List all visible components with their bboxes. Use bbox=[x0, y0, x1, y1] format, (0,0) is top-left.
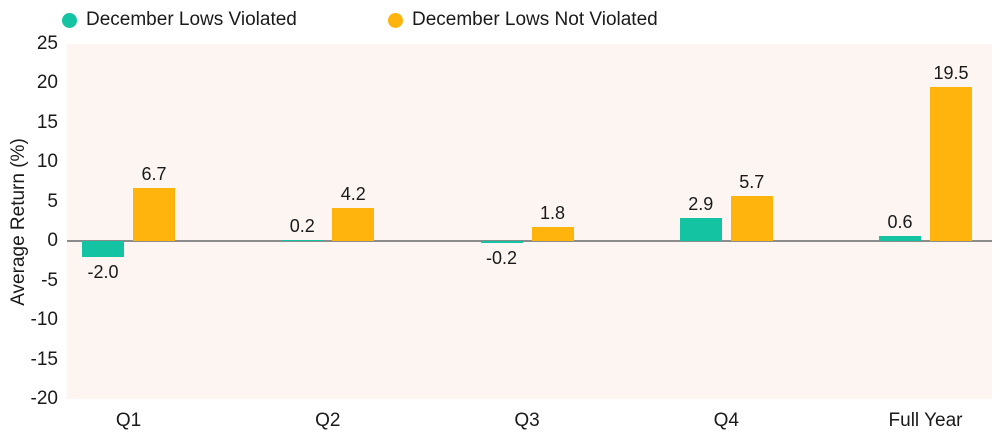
y-tick-label: -15 bbox=[30, 348, 58, 370]
bar-q2-violated bbox=[281, 239, 324, 242]
legend-label-violated: December Lows Violated bbox=[86, 9, 297, 30]
legend-item-violated: December Lows Violated bbox=[62, 8, 297, 32]
bar-q1-violated bbox=[82, 241, 124, 257]
bar-q1-not-violated bbox=[133, 188, 175, 242]
value-label-q2-not-violated: 4.2 bbox=[340, 184, 366, 205]
bar-q2-not-violated bbox=[332, 208, 375, 242]
value-label-q4-not-violated: 5.7 bbox=[739, 172, 765, 193]
bar-full-year-not-violated bbox=[930, 87, 972, 242]
x-tick-label: Q2 bbox=[315, 410, 341, 431]
legend: December Lows Violated December Lows Not… bbox=[0, 8, 1002, 38]
bar-q3-not-violated bbox=[531, 227, 574, 242]
legend-label-not-violated: December Lows Not Violated bbox=[412, 9, 658, 30]
y-tick-label: 5 bbox=[47, 190, 58, 212]
x-tick-label: Q4 bbox=[713, 410, 739, 431]
bar-full-year-violated bbox=[879, 236, 921, 242]
value-label-q1-violated: -2.0 bbox=[87, 262, 119, 282]
bar-q3-violated bbox=[480, 241, 523, 243]
value-label-q3-violated: -0.2 bbox=[485, 247, 518, 268]
y-tick-label: -20 bbox=[30, 388, 58, 409]
value-label-q1-not-violated: 6.7 bbox=[141, 164, 167, 185]
value-label-q3-not-violated: 1.8 bbox=[539, 203, 566, 224]
plot-area: -2.0 6.7 0.2 4.2 -0.2 1.8 2.9 5.7 0.6 19.5 bbox=[67, 44, 992, 399]
y-tick-label: -10 bbox=[30, 309, 58, 331]
value-label-full-year-violated: 0.6 bbox=[887, 212, 913, 233]
value-label-full-year-not-violated: 19.5 bbox=[933, 63, 969, 84]
y-tick-label: 25 bbox=[36, 33, 58, 54]
y-axis-ticks: 25 20 15 10 5 0 -5 -10 -15 -20 bbox=[0, 33, 58, 409]
value-label-q2-violated: 0.2 bbox=[289, 215, 315, 236]
y-tick-label: 15 bbox=[36, 111, 58, 133]
y-tick-label: 0 bbox=[47, 230, 58, 252]
bar-q4-not-violated bbox=[730, 196, 773, 242]
bar-q4-violated bbox=[679, 218, 722, 242]
y-tick-label: -5 bbox=[41, 269, 58, 291]
legend-item-not-violated: December Lows Not Violated bbox=[388, 8, 658, 32]
x-axis-labels: Q1 Q2 Q3 Q4 Full Year bbox=[67, 406, 992, 436]
legend-dot-not-violated-icon bbox=[388, 12, 403, 28]
x-tick-label: Full Year bbox=[888, 410, 963, 431]
value-label-q4-violated: 2.9 bbox=[688, 194, 714, 215]
x-tick-label: Q3 bbox=[514, 410, 540, 431]
y-tick-label: 20 bbox=[36, 72, 58, 94]
x-tick-label: Q1 bbox=[115, 410, 142, 431]
y-tick-label: 10 bbox=[36, 151, 58, 173]
legend-dot-violated-icon bbox=[62, 12, 77, 28]
zero-line bbox=[67, 240, 992, 242]
